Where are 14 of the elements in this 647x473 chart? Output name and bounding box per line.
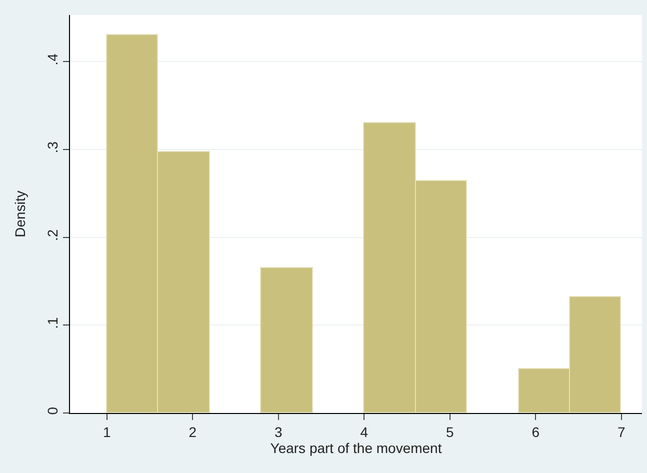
x-tick-label: 7 <box>618 424 626 440</box>
y-tick-label: 0 <box>44 406 60 415</box>
y-tick-label: .3 <box>44 141 60 154</box>
y-axis-title: Density <box>12 190 28 238</box>
y-tick-label: .4 <box>44 53 60 66</box>
x-tick-label: 1 <box>102 424 111 440</box>
x-tick-label: 4 <box>360 424 368 440</box>
x-tick-label: 6 <box>532 424 540 440</box>
y-tick-label: .2 <box>44 229 60 242</box>
x-tick-label: 2 <box>188 424 197 440</box>
y-tick-label: .1 <box>44 316 60 329</box>
x-axis-title: Years part of the movement <box>270 440 442 456</box>
x-tick-label: 5 <box>446 424 454 440</box>
x-tick-label: 3 <box>274 424 282 440</box>
